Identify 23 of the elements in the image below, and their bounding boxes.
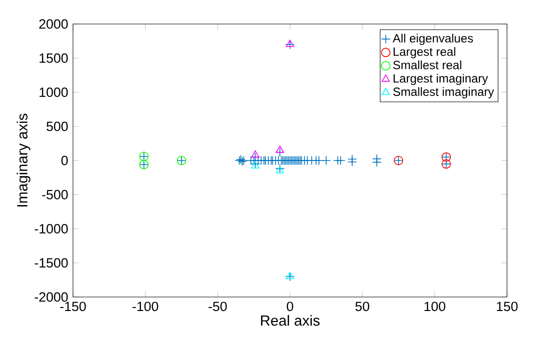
y-tick-label: 0 [61, 156, 68, 166]
x-tick-label: -50 [208, 302, 227, 312]
y-tick-label: 2000 [39, 19, 68, 29]
x-tick-label: 50 [355, 302, 370, 312]
x-axis-title: Real axis [261, 314, 320, 326]
y-tick-label: -500 [42, 190, 68, 200]
legend-label: Largest real [394, 47, 456, 58]
y-tick-label: -1500 [34, 258, 68, 268]
x-tick-label: 150 [496, 302, 518, 312]
x-tick-label: 0 [286, 302, 294, 312]
legend-label: Largest imaginary [394, 74, 488, 85]
x-tick-label: 100 [424, 302, 446, 312]
legend-label: Smallest real [393, 60, 462, 70]
x-tick-label: -150 [60, 302, 86, 312]
y-tick-label: 1000 [40, 88, 68, 97]
y-axis-title: Imaginary axis [16, 114, 30, 206]
y-tick-label: -2000 [34, 292, 68, 302]
legend-label: All eigenvalues [392, 34, 473, 45]
y-tick-label: 1500 [40, 53, 68, 63]
legend-label: Smallest imaginary [393, 87, 494, 98]
y-tick-label: -1000 [34, 224, 68, 234]
x-tick-label: -100 [132, 302, 158, 312]
y-tick-label: 500 [46, 122, 68, 132]
